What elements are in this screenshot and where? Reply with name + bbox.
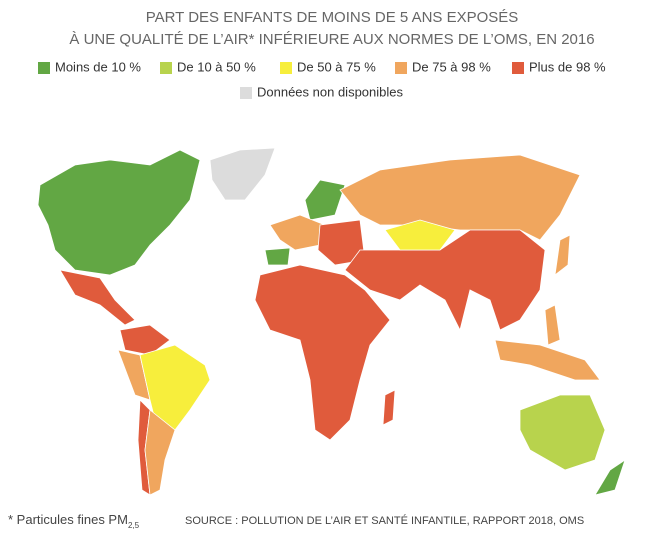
region (494, 339, 601, 381)
title-line: PART DES ENFANTS DE MOINS DE 5 ANS EXPOS… (146, 9, 519, 26)
region (344, 229, 546, 332)
region (144, 409, 176, 496)
legend-swatch (240, 87, 252, 99)
region (594, 459, 626, 496)
legend-label: De 75 à 98 % (412, 59, 491, 74)
legend-label: De 10 à 50 % (177, 59, 256, 74)
legend-swatch (280, 62, 292, 74)
legend-swatch (512, 62, 524, 74)
region (269, 214, 326, 251)
source: SOURCE : POLLUTION DE L’AIR ET SANTÉ INF… (185, 514, 584, 527)
world-map (37, 147, 626, 496)
legend: Moins de 10 % De 10 à 50 % De 50 à 75 % … (38, 59, 606, 99)
legend-swatch (160, 62, 172, 74)
region (519, 394, 606, 471)
region (544, 304, 561, 346)
footnote: * Particules fines PM2,5 (8, 512, 140, 530)
legend-label: Plus de 98 % (529, 59, 606, 74)
region (554, 234, 571, 276)
legend-label: Données non disponibles (257, 84, 403, 99)
legend-label: De 50 à 75 % (297, 59, 376, 74)
region (304, 179, 346, 221)
region (382, 389, 396, 426)
legend-swatch (38, 62, 50, 74)
region (317, 219, 366, 266)
footnote-subscript: 2,5 (128, 521, 140, 530)
region (209, 147, 276, 201)
region (119, 324, 171, 356)
region (264, 247, 291, 266)
region (59, 269, 136, 326)
legend-label: Moins de 10 % (55, 59, 141, 74)
title-line: À UNE QUALITÉ DE L’AIR* INFÉRIEURE AUX N… (69, 31, 594, 48)
legend-swatch (395, 62, 407, 74)
region (384, 219, 456, 251)
region (37, 149, 201, 276)
footnote-text: * Particules fines PM (8, 512, 128, 527)
region (254, 264, 391, 441)
region (339, 154, 581, 241)
